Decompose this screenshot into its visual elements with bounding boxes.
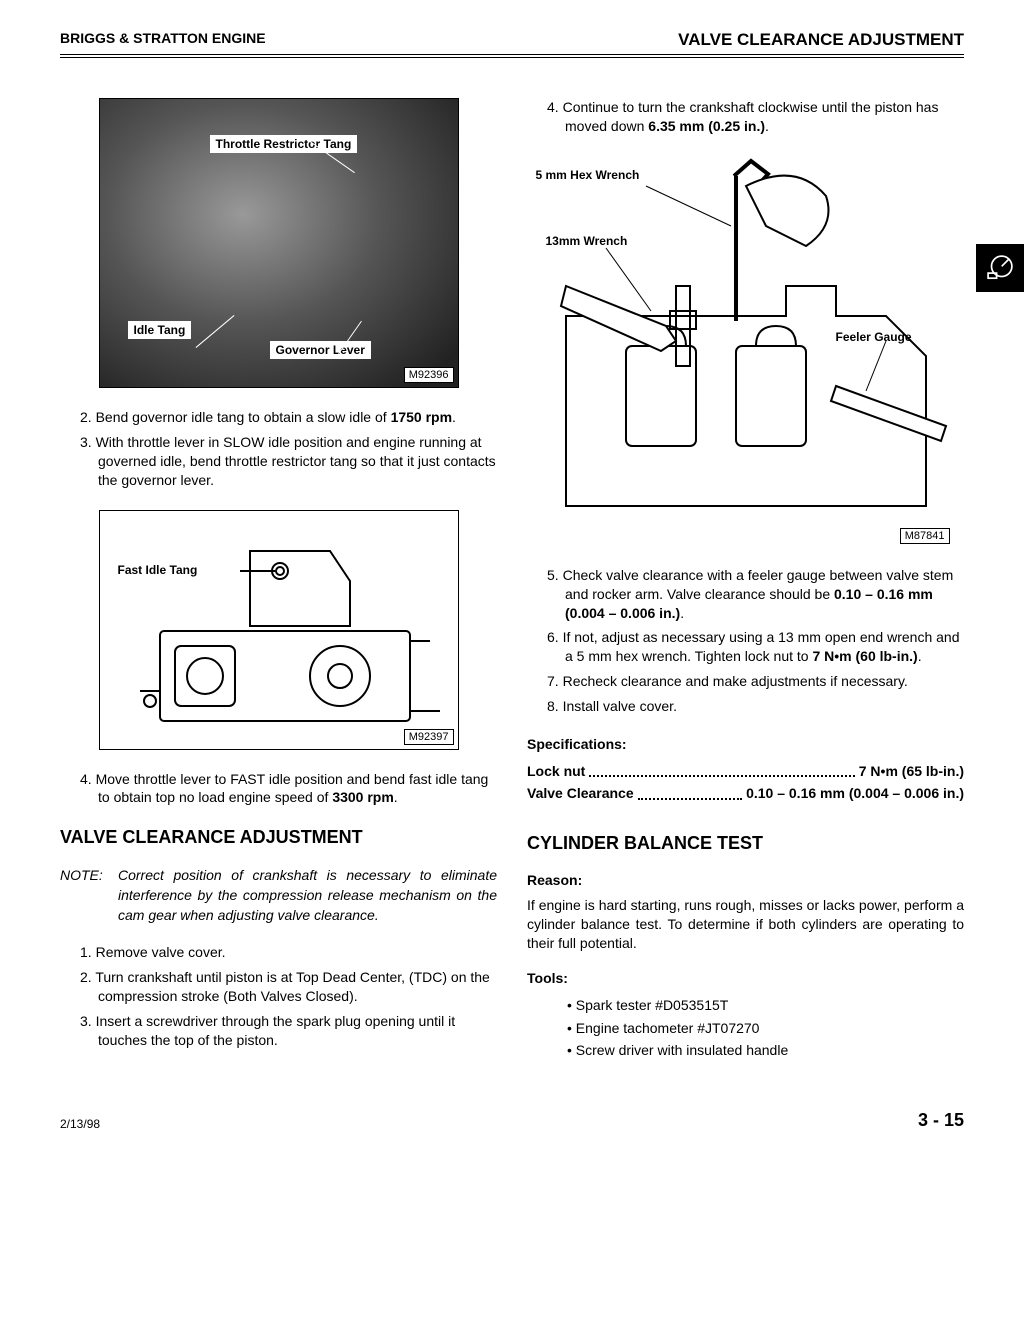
label-hex-wrench: 5 mm Hex Wrench — [536, 168, 640, 182]
vstep-2: 2. Turn crankshaft until piston is at To… — [80, 968, 497, 1006]
engine-tab-icon — [976, 244, 1024, 292]
left-column: Throttle Restrictor Tang Idle Tang Gover… — [60, 98, 497, 1070]
tools-list: Spark tester #D053515T Engine tachometer… — [527, 994, 964, 1061]
step-8: 8. Install valve cover. — [547, 697, 964, 716]
label-13mm-wrench: 13mm Wrench — [546, 234, 628, 248]
footer-page: 3 - 15 — [918, 1110, 964, 1131]
tool-1: Spark tester #D053515T — [567, 994, 964, 1016]
step-6: 6. If not, adjust as necessary using a 1… — [547, 628, 964, 666]
spec-valve-clearance: Valve Clearance 0.10 – 0.16 mm (0.004 – … — [527, 782, 964, 804]
label-fast-idle-tang: Fast Idle Tang — [118, 563, 198, 577]
note-crankshaft: NOTE: Correct position of crankshaft is … — [60, 866, 497, 925]
figure-fast-idle-diagram: Fast Idle Tang M92397 — [99, 510, 459, 750]
figure-id-3: M87841 — [900, 528, 950, 544]
steps-valve-right-top: 4. Continue to turn the crankshaft clock… — [527, 98, 964, 136]
step-4-right: 4. Continue to turn the crankshaft clock… — [547, 98, 964, 136]
step-4-left: 4. Move throttle lever to FAST idle posi… — [80, 770, 497, 808]
label-feeler-gauge: Feeler Gauge — [836, 330, 912, 344]
step-5: 5. Check valve clearance with a feeler g… — [547, 566, 964, 623]
tool-3: Screw driver with insulated handle — [567, 1039, 964, 1061]
section-valve-clearance: VALVE CLEARANCE ADJUSTMENT — [60, 827, 497, 848]
step-2: 2. Bend governor idle tang to obtain a s… — [80, 408, 497, 427]
figure-valve-adjust-diagram: 5 mm Hex Wrench 13mm Wrench Feeler Gauge… — [536, 156, 956, 546]
vstep-3: 3. Insert a screwdriver through the spar… — [80, 1012, 497, 1050]
label-throttle-restrictor: Throttle Restrictor Tang — [210, 135, 358, 153]
header-left: BRIGGS & STRATTON ENGINE — [60, 30, 266, 50]
label-governor-lever: Governor Lever — [270, 341, 371, 359]
steps-valve-right: 5. Check valve clearance with a feeler g… — [527, 566, 964, 716]
page-header: BRIGGS & STRATTON ENGINE VALVE CLEARANCE… — [60, 30, 964, 58]
step-3: 3. With throttle lever in SLOW idle posi… — [80, 433, 497, 490]
figure-id-2: M92397 — [404, 729, 454, 745]
vstep-1: 1. Remove valve cover. — [80, 943, 497, 962]
reason-body: If engine is hard starting, runs rough, … — [527, 896, 964, 953]
reason-heading: Reason: — [527, 872, 964, 888]
figure-throttle-photo: Throttle Restrictor Tang Idle Tang Gover… — [99, 98, 459, 388]
right-column: 4. Continue to turn the crankshaft clock… — [527, 98, 964, 1070]
label-idle-tang: Idle Tang — [128, 321, 192, 339]
tool-2: Engine tachometer #JT07270 — [567, 1017, 964, 1039]
section-cylinder-balance: CYLINDER BALANCE TEST — [527, 833, 964, 854]
footer-date: 2/13/98 — [60, 1117, 100, 1131]
step-7: 7. Recheck clearance and make adjustment… — [547, 672, 964, 691]
spec-locknut: Lock nut 7 N•m (65 lb-in.) — [527, 760, 964, 782]
tools-heading: Tools: — [527, 970, 964, 986]
specifications-heading: Specifications: — [527, 736, 964, 752]
header-right: VALVE CLEARANCE ADJUSTMENT — [678, 30, 964, 50]
steps-governor: 2. Bend governor idle tang to obtain a s… — [60, 408, 497, 490]
steps-valve-left: 1. Remove valve cover. 2. Turn crankshaf… — [60, 943, 497, 1049]
figure-id-1: M92396 — [404, 367, 454, 383]
steps-fast-idle: 4. Move throttle lever to FAST idle posi… — [60, 770, 497, 808]
page-footer: 2/13/98 3 - 15 — [60, 1110, 964, 1131]
